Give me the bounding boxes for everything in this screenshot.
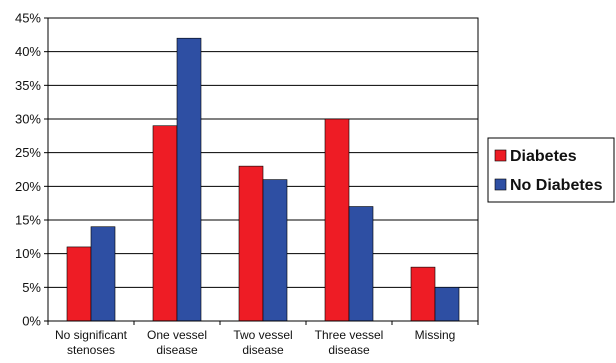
x-category-label: disease — [156, 343, 198, 357]
bar-diabetes — [238, 165, 264, 322]
y-tick-label: 45% — [15, 11, 41, 26]
y-tick-label: 25% — [15, 145, 41, 160]
bar-no-diabetes — [262, 179, 288, 322]
legend-swatch-diabetes — [494, 149, 507, 162]
y-tick-label: 30% — [15, 112, 41, 127]
y-tick-label: 40% — [15, 44, 41, 59]
bar-no-diabetes — [434, 287, 460, 322]
y-tick-label: 15% — [15, 213, 41, 228]
bar-diabetes — [66, 246, 92, 322]
bar-no-diabetes — [90, 226, 116, 322]
y-tick-label: 35% — [15, 78, 41, 93]
x-category-label: Missing — [415, 328, 456, 342]
y-tick-label: 5% — [22, 280, 41, 295]
bars — [66, 37, 460, 322]
bar-diabetes — [152, 125, 178, 322]
x-category-label: disease — [242, 343, 284, 357]
x-category-label: No significant — [55, 328, 128, 342]
y-tick-label: 10% — [15, 246, 41, 261]
x-category-label: stenoses — [67, 343, 115, 357]
bar-no-diabetes — [176, 37, 202, 322]
y-tick-label: 0% — [22, 314, 41, 329]
y-axis-ticks: 0% 5% 10% 15% 20% 25% 30% 35% 40% 45% — [15, 11, 48, 329]
bar-diabetes — [410, 266, 436, 322]
bar-diabetes — [324, 118, 350, 322]
legend-box — [487, 137, 615, 203]
x-category-label: Two vessel — [233, 328, 292, 342]
legend-swatch-no-diabetes — [494, 178, 507, 191]
legend: Diabetes No Diabetes — [487, 137, 615, 203]
y-tick-label: 20% — [15, 179, 41, 194]
bar-no-diabetes — [348, 206, 374, 322]
legend-label-no-diabetes: No Diabetes — [510, 177, 603, 194]
x-category-label: Three vessel — [315, 328, 384, 342]
x-category-label: One vessel — [147, 328, 207, 342]
legend-label-diabetes: Diabetes — [510, 148, 577, 165]
x-category-label: disease — [328, 343, 370, 357]
plot-area-frame — [47, 17, 479, 322]
